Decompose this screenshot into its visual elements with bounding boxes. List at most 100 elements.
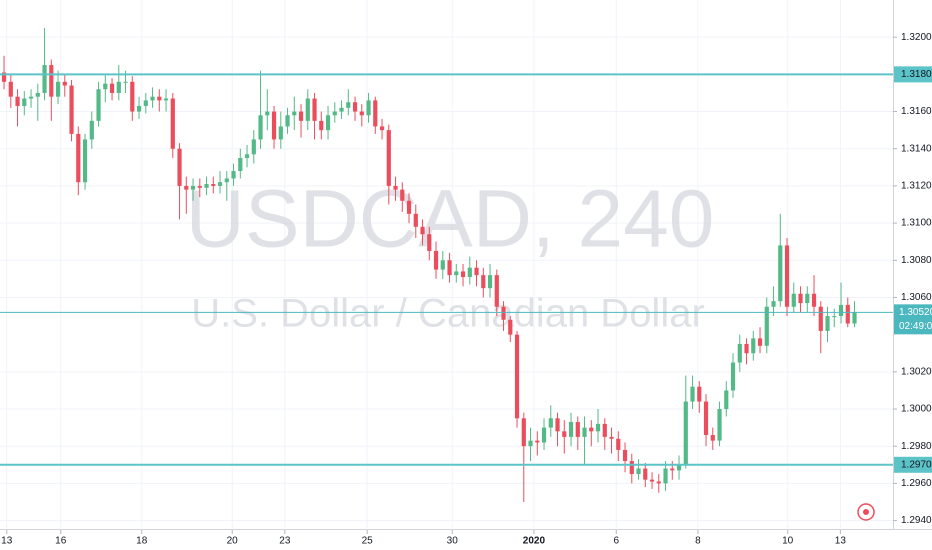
candle-body: [420, 226, 425, 235]
candle-body: [676, 464, 682, 471]
y-tick-label: 1.30000: [901, 404, 932, 415]
candle-body: [663, 468, 668, 484]
price-label-box: [894, 456, 932, 473]
candle-body: [346, 102, 351, 108]
candle-body: [555, 418, 560, 432]
candle-body: [724, 390, 729, 410]
candle-body: [258, 115, 263, 140]
candle-body: [494, 275, 499, 307]
y-tick-label: 1.30200: [901, 366, 932, 377]
candle-body: [231, 171, 236, 179]
x-tick-label: 23: [279, 536, 291, 547]
candle-body: [238, 158, 243, 172]
candle-body: [204, 184, 209, 188]
candle-body: [62, 81, 67, 86]
price-label: 1.29700: [901, 459, 932, 470]
candle-body: [710, 435, 715, 441]
price-label: 1.31800: [901, 69, 932, 80]
candle-body: [319, 120, 324, 131]
last-price-box: [894, 304, 932, 335]
candle-body: [609, 436, 614, 439]
countdown-label: 02:49:08: [899, 321, 932, 332]
candle-body: [292, 111, 297, 116]
candle-body: [211, 184, 216, 186]
watermark-subtitle: U.S. Dollar / Canadian Dollar: [191, 292, 705, 336]
candle-body: [373, 100, 378, 127]
candle-body: [487, 275, 493, 289]
candle-body: [217, 182, 223, 186]
x-tick-label: 2020: [523, 536, 546, 547]
candle-body: [197, 185, 202, 188]
x-tick-label: 10: [782, 536, 794, 547]
candle-body: [616, 438, 621, 450]
candle-body: [582, 427, 587, 437]
candle-body: [454, 271, 459, 276]
candle-body: [28, 96, 34, 99]
candle-body: [163, 98, 169, 101]
candle-body: [690, 386, 695, 402]
candle-body: [285, 115, 290, 127]
candle-body: [730, 362, 736, 391]
candle-body: [325, 115, 331, 131]
candle-body: [508, 319, 513, 335]
candle-body: [8, 81, 13, 97]
candle-body: [427, 234, 432, 251]
candle-body: [757, 338, 763, 346]
candle-body: [278, 126, 283, 140]
candle-body: [190, 185, 196, 190]
candle-body: [184, 185, 189, 190]
candle-body: [103, 83, 108, 90]
logo: [857, 503, 875, 521]
candle-body: [622, 449, 628, 462]
x-tick-label: 18: [136, 536, 148, 547]
candle-body: [150, 96, 155, 101]
candle-body: [22, 98, 27, 106]
candle-body: [683, 401, 688, 465]
candle-body: [312, 98, 317, 121]
candle-body: [170, 98, 175, 149]
candle-body: [177, 148, 182, 186]
candle-body: [143, 100, 148, 106]
y-tick-label: 1.31000: [901, 218, 932, 229]
candle-body: [656, 481, 661, 484]
x-tick-label: 20: [227, 536, 239, 547]
last-price-label: 1.30520: [899, 307, 932, 318]
candle-body: [589, 427, 594, 432]
y-tick-label: 1.29400: [901, 515, 932, 526]
x-tick-label: 6: [613, 536, 619, 547]
x-tick-label: 8: [695, 536, 701, 547]
x-tick-label: 25: [362, 536, 374, 547]
x-tick-label: 13: [835, 536, 847, 547]
candle-body: [562, 431, 567, 437]
candle-body: [818, 306, 823, 331]
candle-body: [15, 96, 20, 106]
candle-body: [467, 267, 472, 278]
y-tick-label: 1.31400: [901, 143, 932, 154]
candle-body: [49, 65, 54, 97]
candle-body: [643, 468, 648, 480]
candle-body: [433, 250, 439, 270]
candle-body: [751, 338, 756, 354]
candle-body: [244, 154, 250, 159]
candle-body: [798, 293, 803, 304]
candle-body: [332, 111, 337, 116]
candle-body: [460, 271, 466, 278]
candle-body: [481, 275, 486, 289]
candle-body: [771, 301, 776, 307]
candle-body: [305, 98, 310, 121]
y-tick-label: 1.30600: [901, 292, 932, 303]
candle-body: [298, 111, 304, 121]
candle-body: [42, 65, 47, 93]
candle-body: [366, 100, 371, 116]
candle-body: [575, 422, 580, 437]
candle-body: [602, 423, 607, 437]
candle-body: [791, 293, 796, 307]
candle-body: [548, 418, 553, 428]
candle-body: [55, 81, 61, 97]
y-tick-label: 1.32000: [901, 32, 932, 43]
candle-body: [123, 81, 128, 83]
candle-body: [136, 105, 142, 112]
